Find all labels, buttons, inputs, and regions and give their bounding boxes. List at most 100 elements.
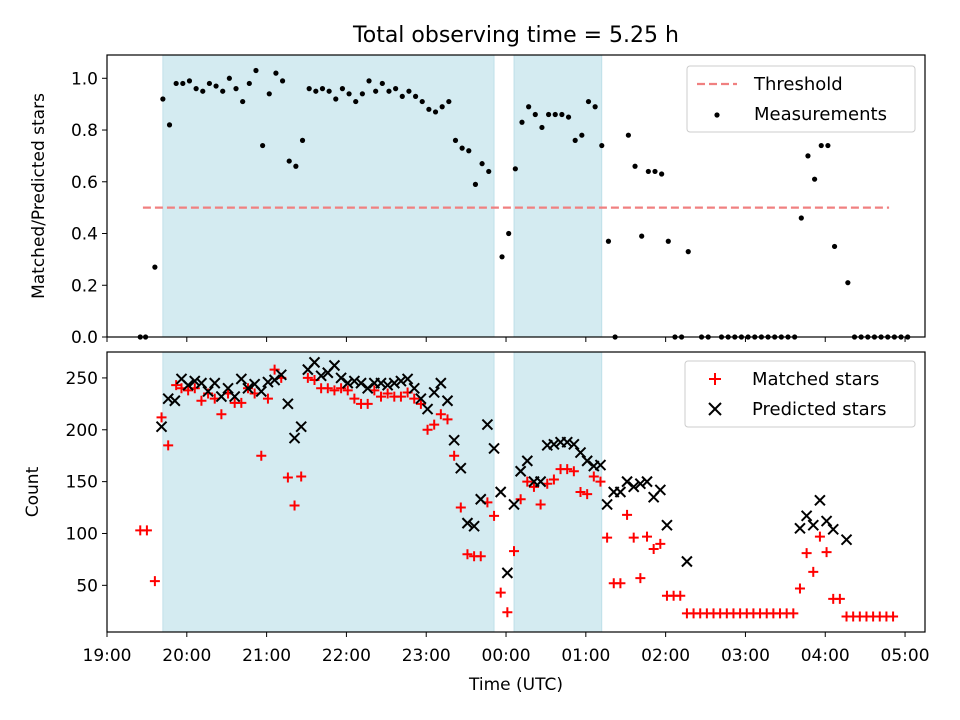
matched-star-point <box>449 450 460 461</box>
measurement-point <box>432 109 439 115</box>
measurement-point <box>326 88 332 94</box>
legend-measurements-swatch <box>714 112 720 118</box>
predicted-star-point <box>428 386 440 399</box>
measurement-point <box>152 264 158 270</box>
measurement-point <box>333 96 339 102</box>
measurement-point <box>213 83 219 89</box>
matched-star-point <box>349 393 360 404</box>
predicted-star-point <box>215 390 228 403</box>
measurement-point <box>299 137 306 143</box>
measurement-point <box>293 163 299 169</box>
matched-star-point <box>635 573 646 584</box>
measurement-point <box>260 142 266 149</box>
predicted-star-point <box>594 459 607 471</box>
measurement-point <box>685 249 691 255</box>
matched-star-point <box>528 481 539 492</box>
measurement-point <box>486 168 492 175</box>
top-y-axis-label: Matched/Predicted stars <box>29 93 49 299</box>
legend-matched-label: Matched stars <box>752 369 879 390</box>
predicted-star-point <box>800 510 813 522</box>
measurement-point <box>286 158 292 164</box>
measurement-point <box>379 80 385 87</box>
matched-star-point <box>502 607 513 618</box>
measurement-point <box>665 238 671 244</box>
matched-star-point <box>382 388 393 399</box>
x-tick-label: 21:00 <box>242 646 291 666</box>
y-tick-label: 200 <box>66 421 98 441</box>
predicted-star-point <box>455 462 467 474</box>
predicted-star-point <box>468 520 480 532</box>
predicted-star-point <box>228 390 241 403</box>
measurement-point <box>180 80 186 87</box>
matched-star-point <box>336 383 347 394</box>
top-legend: Threshold Measurements <box>686 65 916 133</box>
measurement-point <box>346 91 352 97</box>
matched-star-point <box>814 531 825 542</box>
predicted-star-point <box>381 379 394 391</box>
measurement-point <box>845 280 851 286</box>
predicted-star-point <box>335 372 347 384</box>
measurement-point <box>472 181 479 187</box>
predicted-star-point <box>448 434 460 446</box>
matched-star-point <box>648 544 659 555</box>
matched-star-point <box>475 551 486 562</box>
matched-star-point <box>455 502 466 513</box>
observing-interval-band <box>162 54 495 338</box>
measurement-point <box>645 168 651 175</box>
measurement-point <box>659 171 665 177</box>
matched-star-point <box>675 590 686 601</box>
top-legend-box <box>686 65 916 133</box>
measurement-point <box>313 88 319 94</box>
measurement-point <box>805 153 811 159</box>
predicted-star-point <box>275 369 287 381</box>
bottom-y-axis-label: Count <box>23 466 43 517</box>
measurement-point <box>632 163 638 169</box>
legend-predicted-swatch <box>708 402 722 416</box>
measurement-point <box>599 142 605 149</box>
predicted-star-point <box>475 493 487 505</box>
predicted-star-point <box>355 377 367 389</box>
chart-title: Total observing time = 5.25 h <box>352 23 679 48</box>
predicted-star-point <box>288 432 301 444</box>
matched-star-point <box>163 440 174 451</box>
measurement-point <box>306 86 312 92</box>
x-tick-label: 19:00 <box>83 646 132 666</box>
predicted-star-point <box>282 398 294 410</box>
y-tick-label: 150 <box>66 473 98 493</box>
legend-predicted-label: Predicted stars <box>752 399 886 420</box>
predicted-star-point <box>814 494 826 507</box>
measurement-point <box>539 124 545 131</box>
measurement-point <box>639 233 645 239</box>
measurement-point <box>399 93 405 99</box>
matched-star-point <box>495 587 506 598</box>
measurement-point <box>552 111 558 118</box>
matched-star-point <box>149 576 160 587</box>
matched-star-point <box>462 549 473 560</box>
predicted-star-point <box>202 385 214 398</box>
measurement-point <box>605 238 612 244</box>
measurement-point <box>818 142 824 149</box>
matched-star-point <box>515 494 526 505</box>
predicted-star-point <box>415 392 427 405</box>
measurement-point <box>625 132 631 138</box>
measurement-point <box>479 161 485 167</box>
y-tick-label: 50 <box>76 576 98 596</box>
matched-star-point <box>236 397 247 408</box>
measurement-point <box>426 106 432 112</box>
predicted-star-point <box>268 374 281 386</box>
y-tick-label: 0.6 <box>71 173 98 193</box>
predicted-star-point <box>548 438 560 451</box>
predicted-star-point <box>634 477 647 490</box>
measurement-point <box>206 80 213 87</box>
measurement-point <box>319 86 326 92</box>
measurement-point <box>266 91 272 97</box>
predicted-star-point <box>534 475 547 488</box>
predicted-star-point <box>501 567 514 579</box>
matched-star-point <box>289 500 300 511</box>
predicted-star-point <box>401 373 414 385</box>
predicted-star-point <box>435 377 447 389</box>
matched-star-point <box>655 538 666 549</box>
matched-star-point <box>183 385 194 396</box>
predicted-star-point <box>235 373 248 385</box>
matched-star-point <box>375 391 386 402</box>
